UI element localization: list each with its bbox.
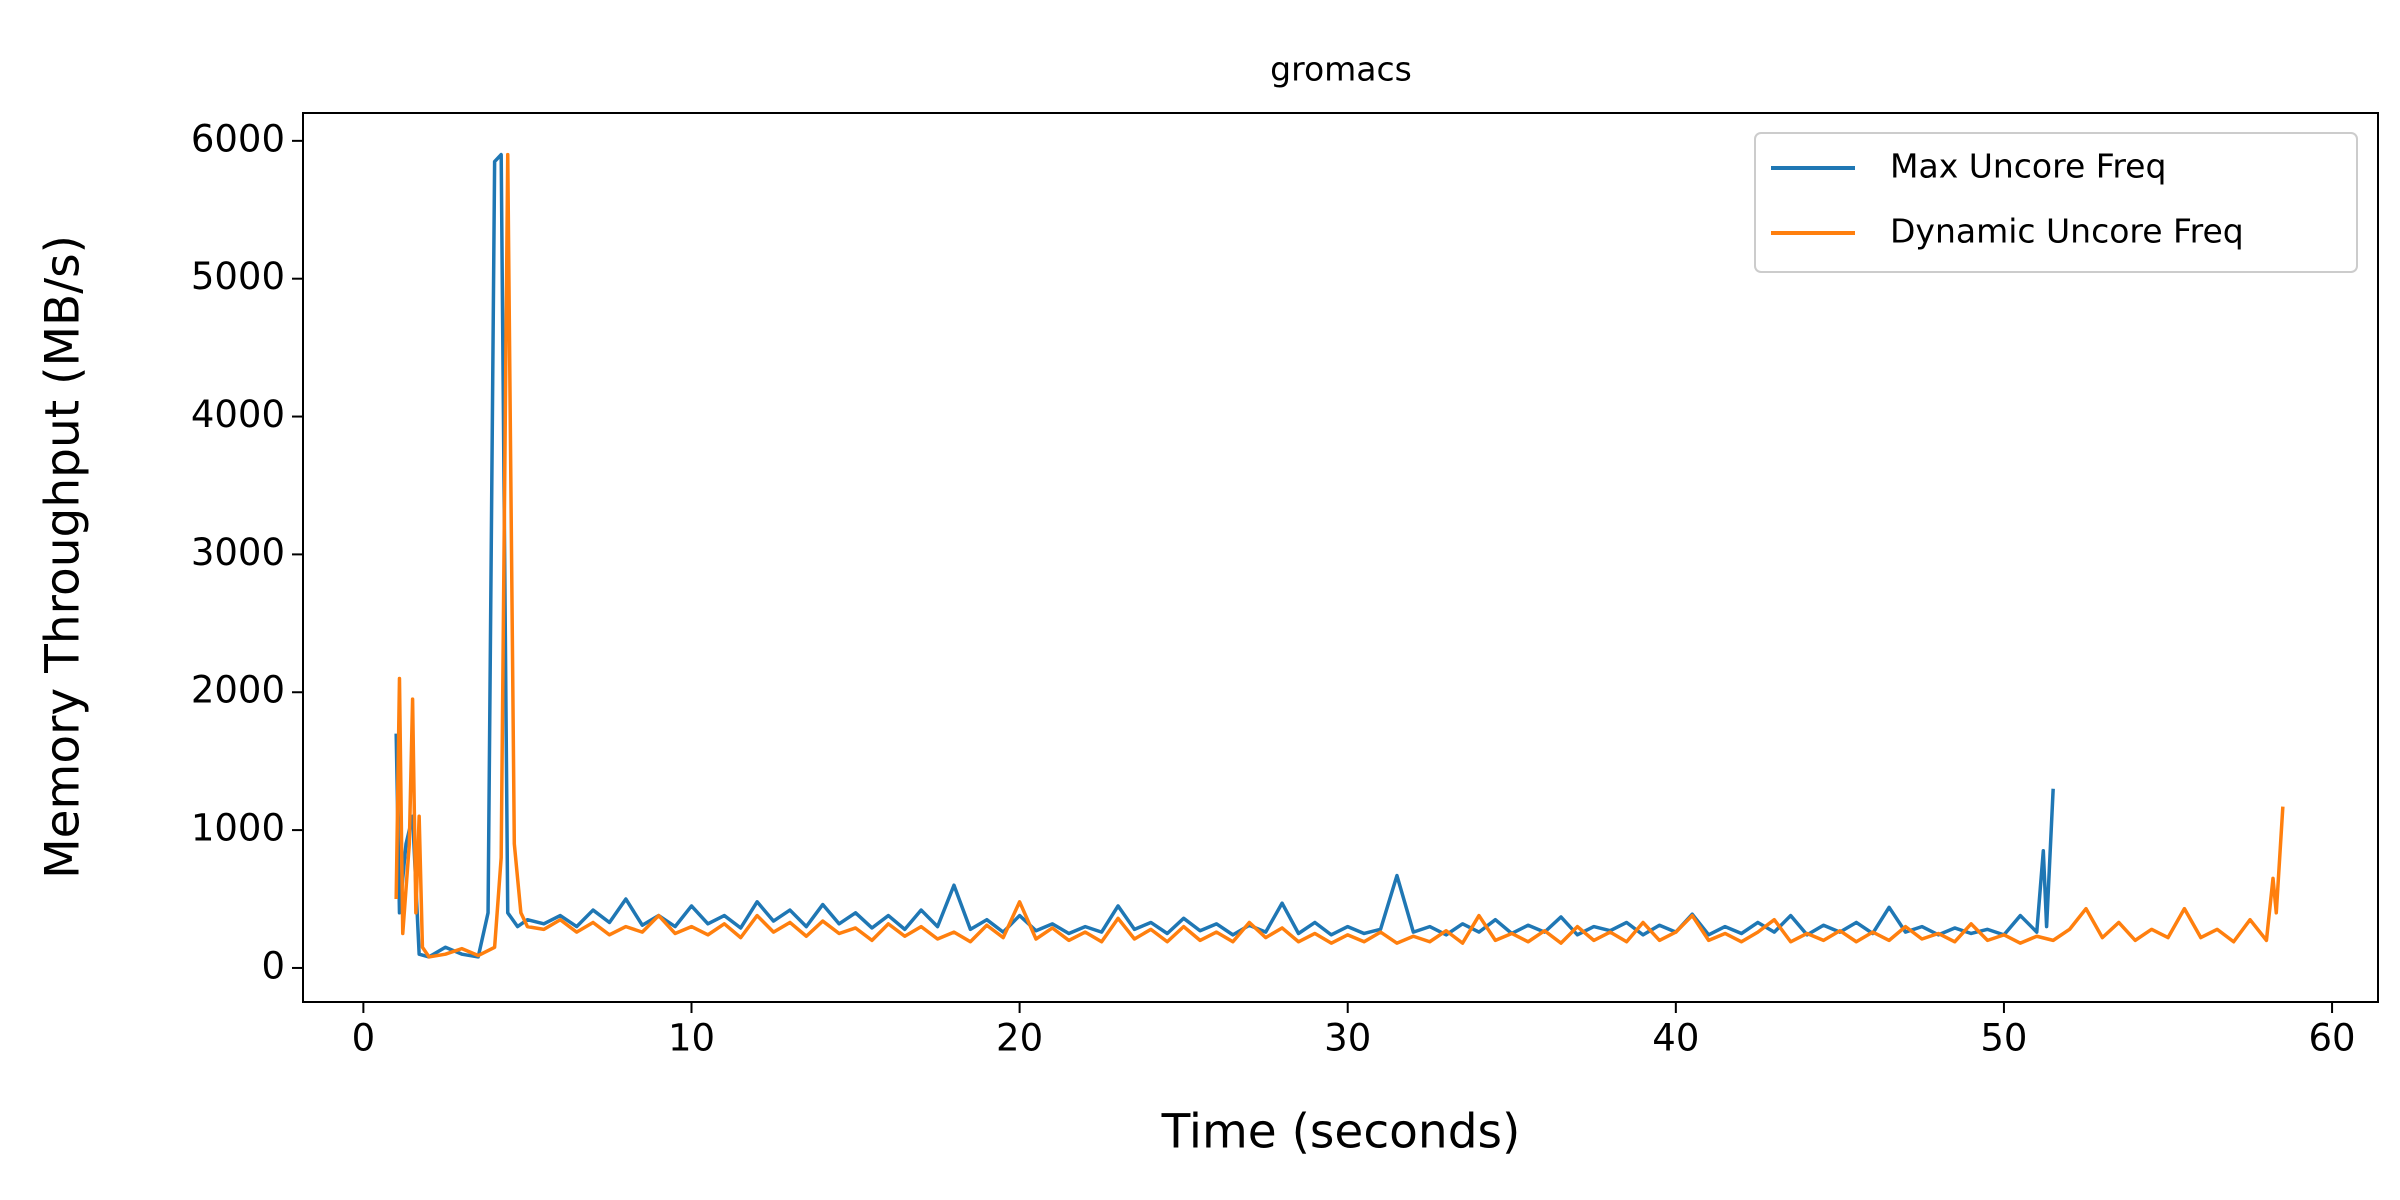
y-tick-label: 4000: [191, 393, 285, 436]
plot-frame: [302, 112, 2379, 1003]
x-tick-label: 40: [1652, 1017, 1699, 1060]
x-tick-label: 0: [352, 1017, 376, 1060]
x-tick-label: 20: [996, 1017, 1043, 1060]
y-tick-label: 6000: [191, 117, 285, 160]
x-tick-label: 30: [1324, 1017, 1371, 1060]
y-tick-label: 5000: [191, 255, 285, 298]
chart-title: gromacs: [1270, 50, 1412, 89]
plot-area: 0 10 20 30 40 50 60 0 1000 2000 3000 4000 5000 6000: [191, 117, 2356, 1059]
y-tick-label: 3000: [191, 531, 285, 574]
x-tick-label: 50: [1980, 1017, 2027, 1060]
y-tick-label: 0: [261, 944, 285, 987]
legend: Max Uncore Freq Dynamic Uncore Freq: [1754, 132, 2358, 273]
x-axis-label: Time (seconds): [1161, 1105, 1521, 1160]
y-tick-label: 2000: [191, 669, 285, 712]
y-axis-label: Memory Throughput (MB/s): [36, 235, 91, 879]
x-tick-label: 10: [668, 1017, 715, 1060]
x-tick-label: 60: [2309, 1017, 2356, 1060]
line-series: [394, 152, 2055, 959]
legend-label: Dynamic Uncore Freq: [1890, 212, 2244, 251]
legend-label: Max Uncore Freq: [1890, 147, 2166, 186]
legend-box: [1754, 132, 2358, 273]
y-tick-label: 1000: [191, 807, 285, 850]
line-series: [394, 152, 2285, 959]
